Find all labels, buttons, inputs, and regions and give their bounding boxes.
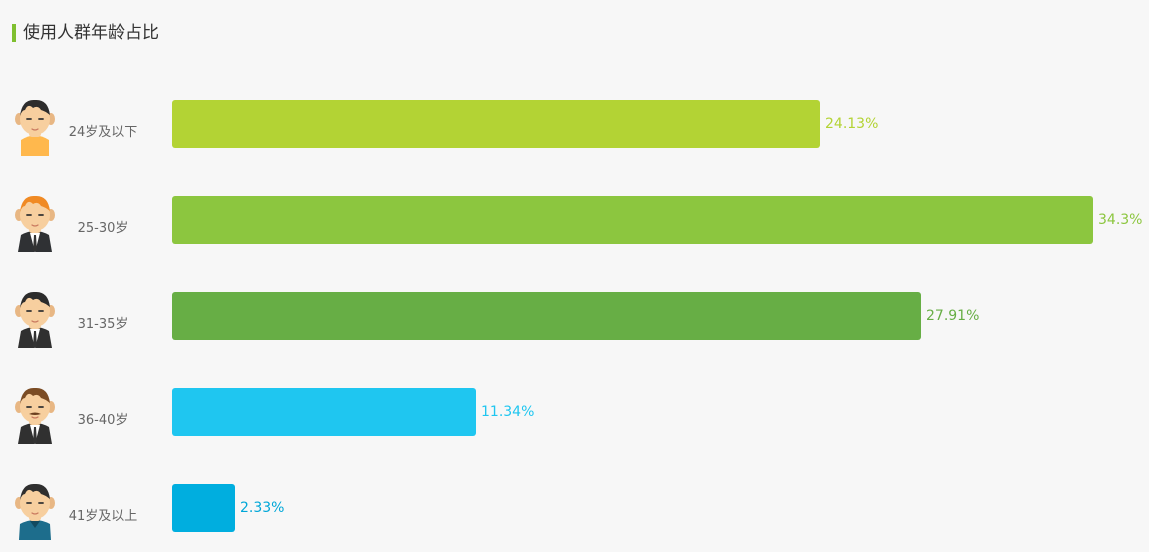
older-man-icon [10,476,60,540]
young-adult-man-icon [10,188,60,252]
section-title: 使用人群年龄占比 [23,23,159,43]
age-row: 25-30岁 34.3% [0,188,1149,252]
age-category-label: 41岁及以上 [68,509,138,524]
age-row: 31-35岁 27.91% [0,284,1149,348]
age-row: 41岁及以上 2.33% [0,476,1149,540]
age-row: 24岁及以下 24.13% [0,92,1149,156]
percentage-value-label: 24.13% [825,116,879,132]
age-percentage-bar [172,100,820,148]
age-category-label: 36-40岁 [77,413,129,428]
middle-aged-man-icon [10,380,60,444]
age-category-label: 24岁及以下 [68,125,138,140]
age-row: 36-40岁 11.34% [0,380,1149,444]
age-percentage-bar [172,388,476,436]
age-category-label: 25-30岁 [77,221,129,236]
percentage-value-label: 34.3% [1098,212,1143,228]
percentage-value-label: 27.91% [926,308,980,324]
title-accent-bar [12,24,16,42]
age-percentage-bar [172,196,1093,244]
percentage-value-label: 11.34% [481,404,535,420]
young-man-icon [10,92,60,156]
age-percentage-bar [172,292,921,340]
percentage-value-label: 2.33% [240,500,285,516]
section-header: 使用人群年龄占比 [12,22,159,44]
age-category-label: 31-35岁 [77,317,129,332]
age-percentage-bar [172,484,235,532]
adult-man-icon [10,284,60,348]
